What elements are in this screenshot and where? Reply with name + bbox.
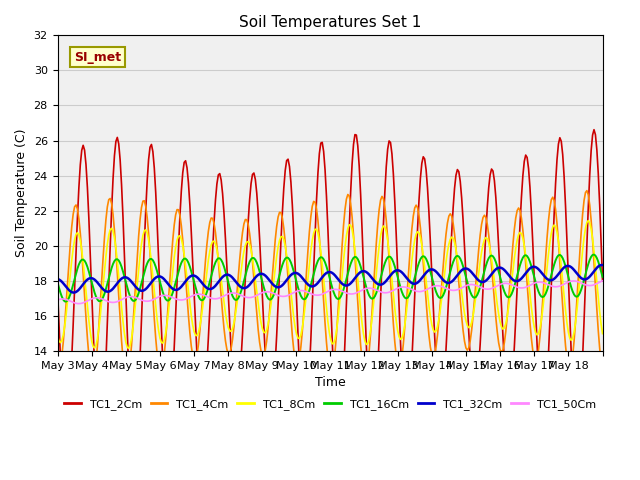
Legend: TC1_2Cm, TC1_4Cm, TC1_8Cm, TC1_16Cm, TC1_32Cm, TC1_50Cm: TC1_2Cm, TC1_4Cm, TC1_8Cm, TC1_16Cm, TC1… [60,395,600,415]
Text: SI_met: SI_met [74,50,121,63]
Title: Soil Temperatures Set 1: Soil Temperatures Set 1 [239,15,421,30]
Y-axis label: Soil Temperature (C): Soil Temperature (C) [15,129,28,257]
X-axis label: Time: Time [315,376,346,389]
